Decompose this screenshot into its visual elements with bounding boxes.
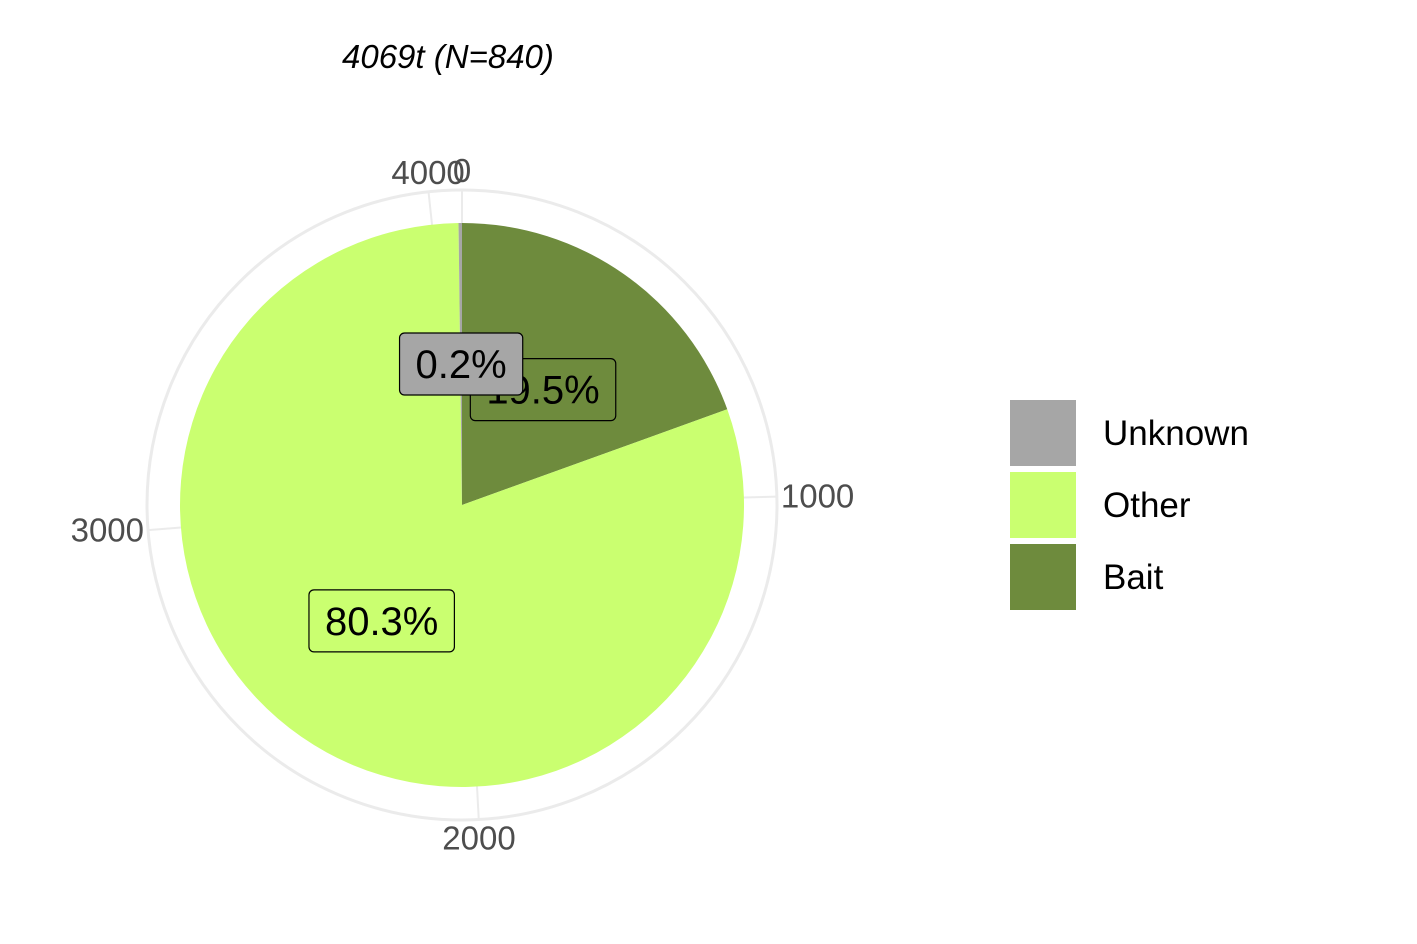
legend-swatch <box>1010 544 1076 610</box>
tick-label-1000: 1000 <box>781 478 854 515</box>
angle-tick-labels: 0 1000 2000 3000 4000 <box>71 152 855 857</box>
legend-swatch <box>1010 400 1076 466</box>
legend-label: Unknown <box>1103 414 1249 453</box>
slice-labels: 19.5%80.3%0.2% <box>308 332 617 653</box>
tick-label-2000: 2000 <box>442 820 515 857</box>
legend-item-bait: Bait <box>1010 544 1164 610</box>
tick-label-4000: 4000 <box>391 154 464 191</box>
slice-label-text: 80.3% <box>325 600 438 644</box>
tick-label-3000: 3000 <box>71 511 144 548</box>
slice-label-box <box>398 332 524 396</box>
legend-label: Bait <box>1103 558 1164 597</box>
slice-label-unknown: 0.2% <box>398 332 524 396</box>
legend-item-other: Other <box>1010 472 1191 538</box>
pie-slices <box>179 223 745 788</box>
tick-label-0: 0 <box>453 152 471 189</box>
legend-swatch <box>1010 472 1076 538</box>
slice-label-other: 80.3% <box>308 589 455 653</box>
legend-label: Other <box>1103 486 1191 525</box>
slice-label-box <box>308 589 455 653</box>
legend: Unknown Other Bait <box>1010 400 1249 610</box>
legend-item-unknown: Unknown <box>1010 400 1249 466</box>
slice-label-text: 0.2% <box>416 343 507 387</box>
chart-title: 4069t (N=840) <box>342 38 554 75</box>
